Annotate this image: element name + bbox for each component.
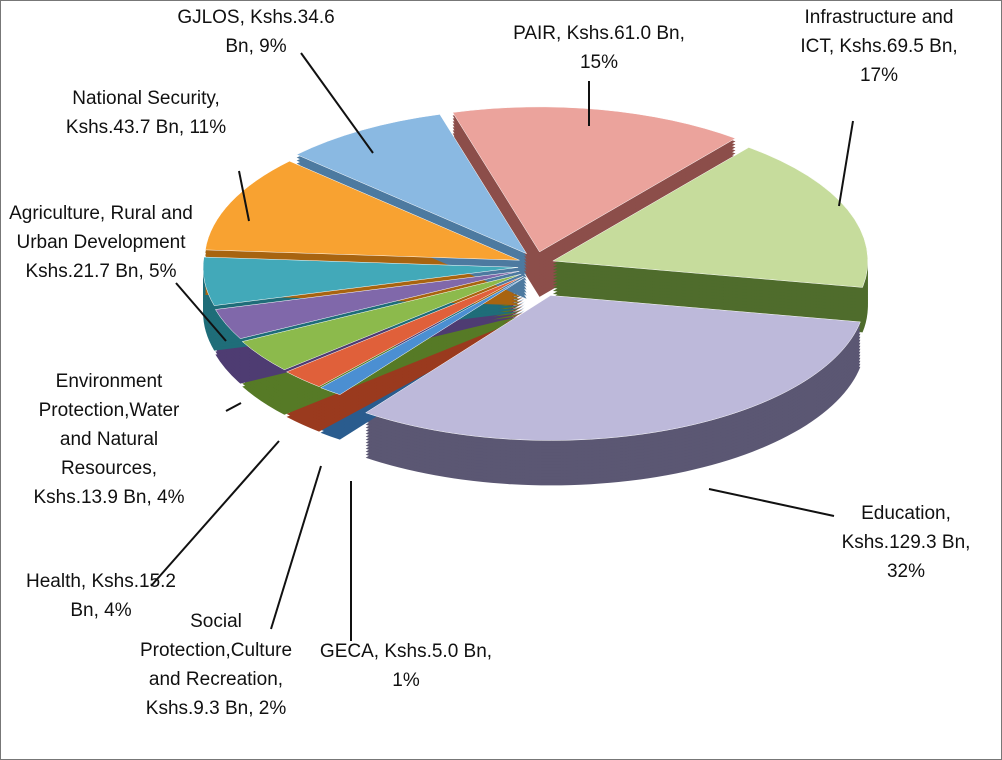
- data-label: Agriculture, Rural and Urban Development…: [9, 203, 193, 282]
- leader-line: [225, 402, 242, 412]
- leader-line: [238, 170, 250, 222]
- slice: [202, 256, 519, 306]
- data-label: Social Protection,Culture and Recreation…: [139, 611, 293, 719]
- data-label: National Security, Kshs.43.7 Bn, 11%: [65, 88, 227, 138]
- slice: [214, 271, 520, 339]
- leader-line: [838, 120, 854, 207]
- data-label: GECA, Kshs.5.0 Bn, 1%: [319, 641, 493, 691]
- slice: [552, 147, 869, 288]
- data-label: Health, Kshs.15.2 Bn, 4%: [26, 571, 176, 621]
- data-label: Infrastructure and ICT, Kshs.69.5 Bn, 17…: [800, 7, 958, 86]
- leader-line: [150, 440, 280, 587]
- slice: [296, 114, 528, 255]
- slice: [319, 277, 526, 395]
- data-label: Education, Kshs.129.3 Bn, 32%: [841, 503, 971, 582]
- leader-line: [708, 488, 835, 517]
- data-label: GJLOS, Kshs.34.6 Bn, 9%: [177, 7, 335, 57]
- slice: [452, 106, 737, 253]
- pie-tops: [202, 106, 869, 441]
- data-label: Environment Protection,Water and Natural…: [33, 371, 185, 508]
- slice: [205, 160, 520, 261]
- leader-line: [175, 282, 227, 342]
- slice: [241, 273, 522, 371]
- leader-line: [300, 52, 374, 154]
- leader-line: [270, 465, 322, 630]
- data-label: PAIR, Kshs.61.0 Bn, 15%: [513, 23, 685, 73]
- slice: [365, 295, 861, 441]
- slice: [285, 276, 524, 387]
